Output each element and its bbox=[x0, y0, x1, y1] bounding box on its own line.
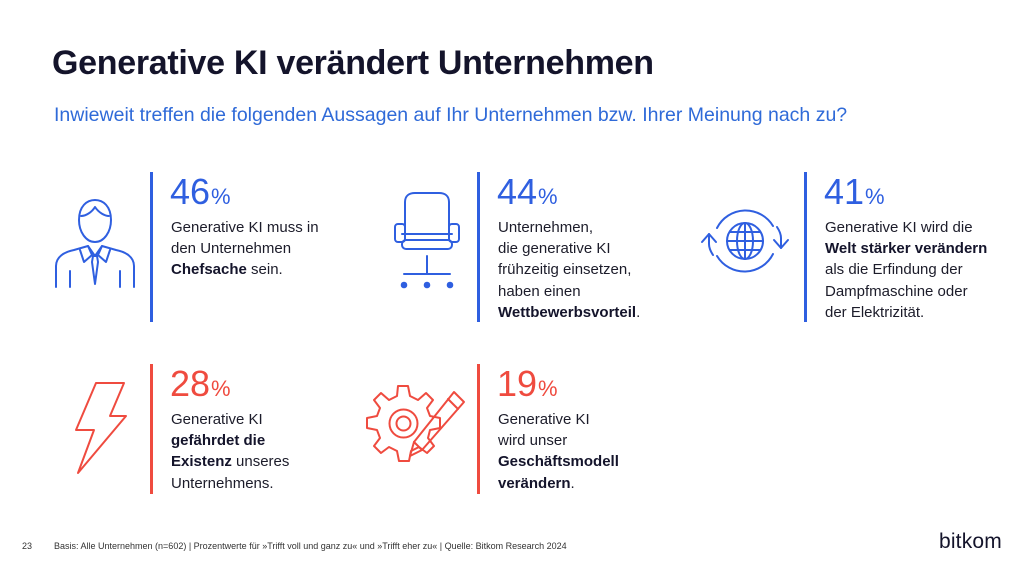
accent-bar bbox=[150, 364, 153, 494]
statement-text: sein. bbox=[246, 261, 283, 279]
statement-line: Unternehmen, bbox=[498, 217, 640, 238]
statement-line: Welt stärker verändern bbox=[825, 238, 987, 259]
page-number: 23 bbox=[22, 541, 33, 551]
statement-line: der Elektrizität. bbox=[825, 302, 987, 323]
statement-line: Geschäftsmodell bbox=[498, 451, 619, 472]
page-subtitle: Inwieweit treffen die folgenden Aussagen… bbox=[54, 104, 848, 126]
bitkom-logo: bitkom bbox=[938, 530, 1002, 553]
statement-bold-text: Chefsache bbox=[171, 261, 247, 279]
statement-bold-text: gefährdet die bbox=[171, 432, 266, 450]
statement-bold-text: Wettbewerbsvorteil bbox=[498, 303, 637, 321]
stat-text: Generative KI gefährdet die Existenz unser… bbox=[171, 409, 289, 494]
accent-bar bbox=[150, 172, 153, 322]
statement-bold-text: Existenz bbox=[171, 453, 232, 471]
statement-text: Generative KI bbox=[171, 411, 263, 428]
stat-value: 41% bbox=[824, 171, 885, 212]
statement-line: Unternehmens. bbox=[171, 473, 289, 494]
statement-line: Chefsache sein. bbox=[171, 259, 319, 280]
stat-text: Generative KI muss in den Unternehmen Chef… bbox=[171, 217, 319, 281]
statement-text: die generative KI bbox=[498, 240, 611, 258]
statement-text: der Elektrizität. bbox=[825, 303, 925, 321]
statement-text: Generative KI bbox=[498, 411, 590, 428]
statement-text: wird unser bbox=[498, 432, 568, 450]
accent-bar bbox=[804, 172, 807, 322]
statement-line: Generative KI muss in bbox=[171, 217, 319, 238]
businessman-icon bbox=[55, 199, 135, 288]
statement-line: als die Erfindung der bbox=[825, 259, 987, 280]
statement-line: Wettbewerbsvorteil. bbox=[498, 302, 640, 323]
statement-text: Unternehmens. bbox=[171, 474, 274, 492]
accent-bar bbox=[477, 364, 480, 494]
stat-text: Generative KI wird unser Geschäftsmodell ve… bbox=[498, 409, 619, 494]
stat-text: Unternehmen, die generative KI frühzeitig … bbox=[498, 217, 640, 323]
statement-text: . bbox=[636, 303, 641, 321]
statement-text: Dampfmaschine oder bbox=[825, 282, 968, 300]
statement-line: Generative KI wird die bbox=[825, 217, 987, 238]
statement-text: frühzeitig einsetzen, bbox=[498, 261, 632, 279]
accent-bar bbox=[477, 172, 480, 322]
stat-value: 44% bbox=[497, 171, 558, 212]
globe-cycle-icon bbox=[701, 209, 789, 273]
statement-text: Unternehmen, bbox=[498, 219, 594, 236]
statement-line: Existenz unseres bbox=[171, 451, 289, 472]
statement-text: unseres bbox=[231, 453, 290, 471]
statement-line: Generative KI bbox=[498, 409, 619, 430]
statement-bold-text: Welt stärker verändern bbox=[825, 240, 988, 258]
statement-bold-text: Geschäftsmodell bbox=[498, 453, 619, 471]
footer-note: 23 Basis: Alle Unternehmen (n=602) | Proz… bbox=[22, 541, 567, 551]
statement-line: haben einen bbox=[498, 281, 640, 302]
statement-text: haben einen bbox=[498, 282, 581, 300]
statement-line: verändern. bbox=[498, 473, 619, 494]
statement-text: Generative KI wird die bbox=[825, 219, 973, 236]
page-title: Generative KI verändert Unternehmen bbox=[52, 44, 654, 82]
office-chair-icon bbox=[394, 192, 460, 289]
statement-line: den Unternehmen bbox=[171, 238, 319, 259]
statement-line: Generative KI bbox=[171, 409, 289, 430]
lightning-icon bbox=[75, 382, 127, 474]
statement-text: als die Erfindung der bbox=[825, 261, 963, 279]
statement-line: wird unser bbox=[498, 430, 619, 451]
statement-text: Generative KI muss in bbox=[171, 219, 319, 236]
statement-line: die generative KI bbox=[498, 238, 640, 259]
statement-text: . bbox=[570, 474, 575, 492]
stat-value: 28% bbox=[170, 363, 231, 404]
statement-bold-text: verändern bbox=[498, 474, 571, 492]
stat-value: 19% bbox=[497, 363, 558, 404]
gear-pencil-icon bbox=[366, 385, 465, 462]
statement-line: Dampfmaschine oder bbox=[825, 281, 987, 302]
statement-text: den Unternehmen bbox=[171, 240, 292, 258]
stat-text: Generative KI wird die Welt stärker verän… bbox=[825, 217, 987, 323]
stat-value: 46% bbox=[170, 171, 231, 212]
source-note: Basis: Alle Unternehmen (n=602) | Prozen… bbox=[54, 541, 567, 551]
statement-line: gefährdet die bbox=[171, 430, 289, 451]
statement-line: frühzeitig einsetzen, bbox=[498, 259, 640, 280]
